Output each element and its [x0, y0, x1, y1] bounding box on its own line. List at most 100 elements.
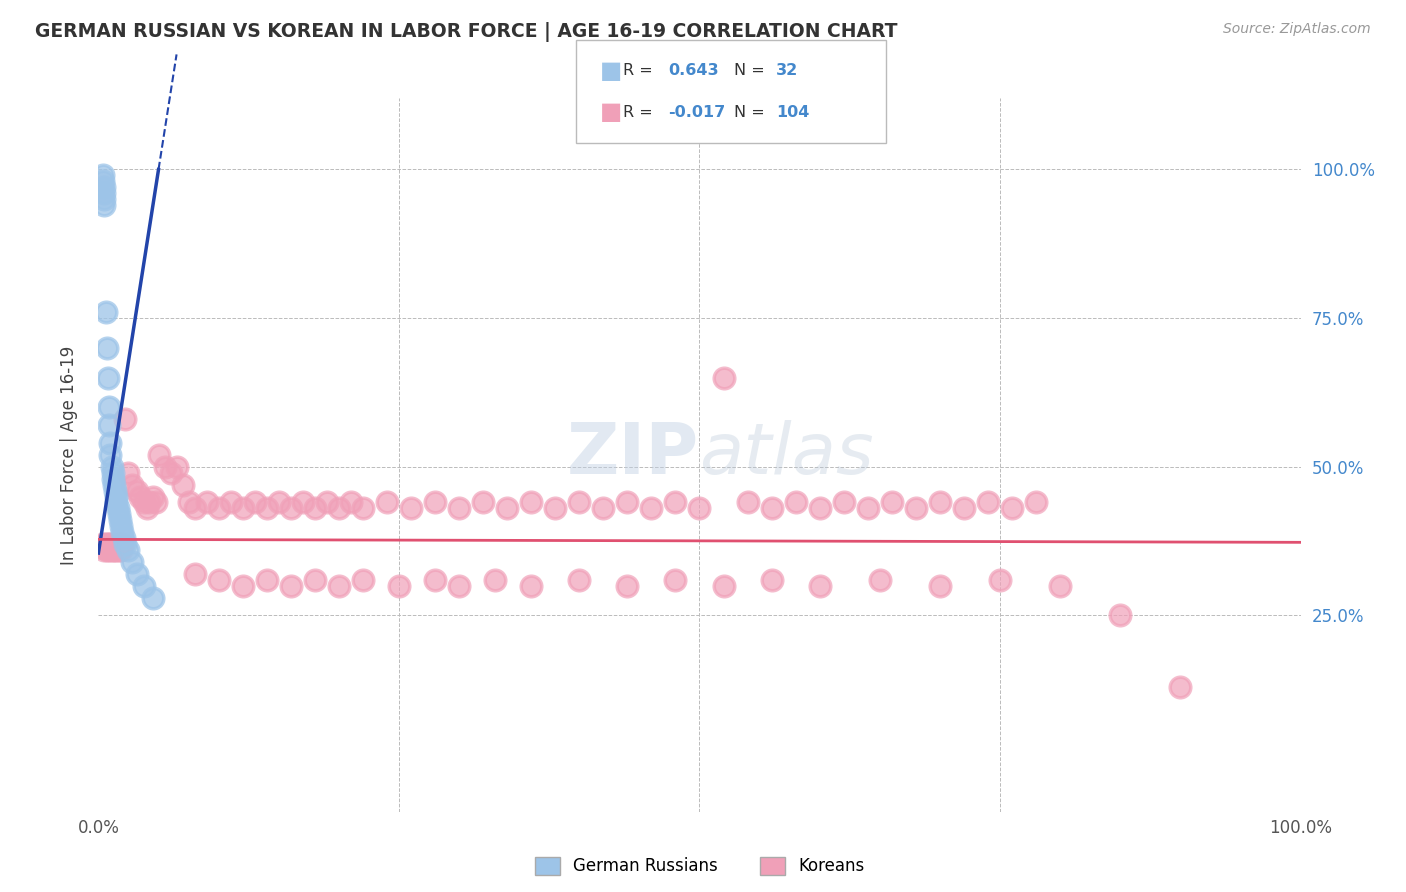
Point [1001, 501, 1024, 516]
Text: 104: 104 [776, 104, 810, 120]
Point [256, 573, 278, 587]
Point [447, 579, 470, 593]
Point [496, 501, 519, 516]
Point [1170, 680, 1192, 694]
Point [132, 579, 155, 593]
Point [108, 537, 131, 551]
Text: ■: ■ [600, 59, 623, 83]
Point [280, 501, 302, 516]
Point [988, 573, 1011, 587]
Point [93, 180, 115, 194]
Point [105, 495, 128, 509]
Point [219, 495, 242, 509]
Point [399, 501, 422, 516]
Point [93, 186, 115, 201]
Point [352, 501, 374, 516]
Text: 0.643: 0.643 [668, 63, 718, 78]
Point [904, 501, 927, 516]
Point [423, 573, 446, 587]
Point [208, 573, 231, 587]
Point [159, 466, 181, 480]
Point [104, 537, 127, 551]
Point [93, 543, 115, 558]
Point [117, 543, 139, 558]
Point [280, 579, 302, 593]
Point [243, 495, 266, 509]
Point [121, 477, 143, 491]
Point [183, 566, 205, 581]
Point [232, 579, 254, 593]
Point [111, 537, 134, 551]
Point [105, 543, 128, 558]
Point [98, 543, 121, 558]
Point [592, 501, 614, 516]
Point [94, 305, 117, 319]
Point [135, 501, 157, 516]
Point [689, 501, 711, 516]
Point [423, 495, 446, 509]
Point [328, 579, 350, 593]
Text: R =: R = [623, 63, 652, 78]
Point [105, 490, 128, 504]
Point [91, 174, 114, 188]
Point [520, 495, 543, 509]
Point [1109, 608, 1132, 623]
Point [472, 495, 495, 509]
Point [568, 573, 591, 587]
Point [148, 448, 170, 462]
Point [808, 501, 831, 516]
Point [1049, 579, 1071, 593]
Point [97, 537, 120, 551]
Point [713, 370, 735, 384]
Point [114, 537, 136, 551]
Point [291, 495, 314, 509]
Text: 32: 32 [776, 63, 799, 78]
Point [616, 495, 638, 509]
Text: N =: N = [734, 63, 765, 78]
Point [388, 579, 411, 593]
Text: N =: N = [734, 104, 765, 120]
Point [98, 401, 121, 415]
Point [100, 448, 122, 462]
Point [953, 501, 976, 516]
Point [304, 573, 326, 587]
Text: GERMAN RUSSIAN VS KOREAN IN LABOR FORCE | AGE 16-19 CORRELATION CHART: GERMAN RUSSIAN VS KOREAN IN LABOR FORCE … [35, 22, 897, 42]
Point [153, 459, 176, 474]
Point [267, 495, 290, 509]
Point [107, 501, 129, 516]
Point [98, 418, 121, 433]
Point [91, 537, 114, 551]
Point [100, 459, 122, 474]
Point [640, 501, 662, 516]
Point [97, 370, 120, 384]
Point [107, 537, 129, 551]
Point [177, 495, 200, 509]
Point [110, 543, 132, 558]
Point [568, 495, 591, 509]
Point [145, 495, 167, 509]
Text: Source: ZipAtlas.com: Source: ZipAtlas.com [1223, 22, 1371, 37]
Point [121, 555, 143, 569]
Point [125, 483, 148, 498]
Point [808, 579, 831, 593]
Point [132, 495, 155, 509]
Point [117, 466, 139, 480]
Point [832, 495, 855, 509]
Point [172, 477, 194, 491]
Point [183, 501, 205, 516]
Point [232, 501, 254, 516]
Point [100, 436, 122, 450]
Point [111, 525, 134, 540]
Point [125, 566, 148, 581]
Point [100, 543, 122, 558]
Point [616, 579, 638, 593]
Point [195, 495, 218, 509]
Point [141, 591, 163, 605]
Point [110, 519, 132, 533]
Point [112, 531, 135, 545]
Point [114, 412, 136, 426]
Point [108, 513, 131, 527]
Point [664, 573, 686, 587]
Point [713, 579, 735, 593]
Point [520, 579, 543, 593]
